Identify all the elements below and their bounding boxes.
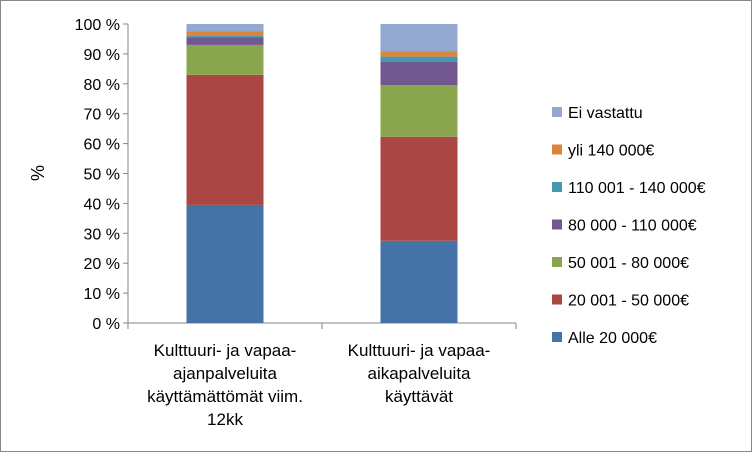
chart-axes: 0 % 10 % 20 % 30 % 40 % 50 % 60 % 70 % 80 % 90 % 1… [75,17,517,333]
legend-swatch [552,257,562,267]
legend-label: 20 001 - 50 000€ [568,293,689,310]
y-tick-label: 60 % [84,137,120,154]
bar-segment [186,74,264,205]
bar-segment [186,24,264,32]
x-category-label: ajanpalveluita [173,364,278,383]
legend-label: 50 001 - 80 000€ [568,255,689,272]
legend-swatch [552,182,562,192]
bar-segment [186,37,264,45]
bar-segment [380,56,458,62]
bar-segment [380,136,458,241]
y-tick-label: 0 % [92,316,120,333]
bar-segment [380,24,458,52]
category-labels: Kulttuuri- ja vapaa-ajanpalveluita käyttä… [147,341,490,429]
legend-label: Alle 20 000€ [568,330,657,347]
y-tick-label: 40 % [84,196,120,213]
legend-label: yli 140 000€ [568,143,654,160]
legend-swatch [552,144,562,155]
y-axis-title: % [28,165,48,181]
bar-segment [380,51,458,57]
legend-label: Ei vastattu [568,105,643,122]
bar-segment [186,31,264,36]
bar-segment [186,35,264,38]
x-category-label: 12kk [207,410,243,429]
bar-segment [380,240,458,323]
y-tick-label: 80 % [84,77,120,94]
x-category-label: käyttävät [385,387,453,406]
bar-segment [186,44,264,75]
legend-swatch [552,294,562,305]
legend-swatch [552,107,562,117]
y-tick-label: 20 % [84,256,120,273]
x-category-label: Kulttuuri- ja vapaa- [154,341,297,360]
bar-segment [380,61,458,86]
y-tick-label: 70 % [84,107,120,124]
y-tick-label: 100 % [75,17,120,34]
y-tick-label: 10 % [84,286,120,303]
x-category-label: aikapalveluita [367,364,471,383]
y-tick-label: 90 % [84,47,120,64]
bar-segment [186,204,264,323]
legend: Ei vastattu yli 140 000€ 110 001 - 140 000… [552,105,706,347]
legend-label: 80 000 - 110 000€ [568,218,697,235]
legend-swatch [552,219,562,230]
x-category-label: käyttämättömät viim. [147,387,303,406]
bar-segment [380,85,458,137]
chart-bars [186,24,458,323]
y-tick-label: 30 % [84,226,120,243]
y-tick-label: 50 % [84,167,120,184]
x-category-label: Kulttuuri- ja vapaa- [348,341,491,360]
legend-label: 110 001 - 140 000€ [568,180,706,197]
legend-swatch [552,332,562,342]
